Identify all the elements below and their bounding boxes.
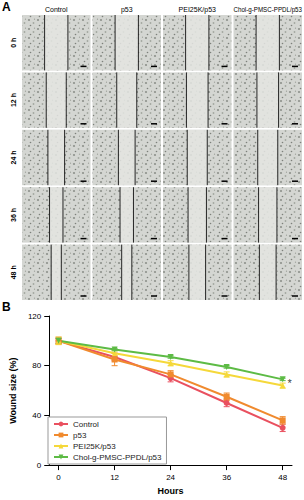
svg-text:24: 24 <box>166 473 175 482</box>
svg-text:0: 0 <box>56 473 61 482</box>
svg-text:*: * <box>288 377 293 389</box>
svg-text:80: 80 <box>32 361 41 370</box>
svg-text:Control: Control <box>45 6 68 13</box>
svg-text:Chol-g-PMSC-PPDL/p53: Chol-g-PMSC-PPDL/p53 <box>73 453 162 462</box>
svg-text:0 h: 0 h <box>10 38 17 48</box>
svg-text:40: 40 <box>32 411 41 420</box>
svg-text:Control: Control <box>73 420 99 429</box>
svg-text:p53: p53 <box>121 6 133 14</box>
svg-text:PEI25K/p53: PEI25K/p53 <box>179 6 216 14</box>
svg-text:36 h: 36 h <box>10 208 17 222</box>
svg-text:A: A <box>2 0 11 14</box>
svg-text:p53: p53 <box>73 431 87 440</box>
html-text:B: B <box>2 300 11 314</box>
svg-text:24 h: 24 h <box>10 150 17 164</box>
svg-text:Chol-g-PMSC-PPDL/p53: Chol-g-PMSC-PPDL/p53 <box>234 6 303 14</box>
svg-text:12: 12 <box>110 473 119 482</box>
svg-text:120: 120 <box>28 312 42 321</box>
svg-text:PEI25K/p53: PEI25K/p53 <box>73 442 116 451</box>
svg-text:48: 48 <box>278 473 287 482</box>
svg-text:12 h: 12 h <box>10 93 17 107</box>
svg-text:48 h: 48 h <box>10 265 17 279</box>
svg-text:Wound size (%): Wound size (%) <box>8 357 18 423</box>
svg-text:36: 36 <box>222 473 231 482</box>
svg-text:0: 0 <box>37 461 42 470</box>
svg-text:Hours: Hours <box>158 486 184 496</box>
